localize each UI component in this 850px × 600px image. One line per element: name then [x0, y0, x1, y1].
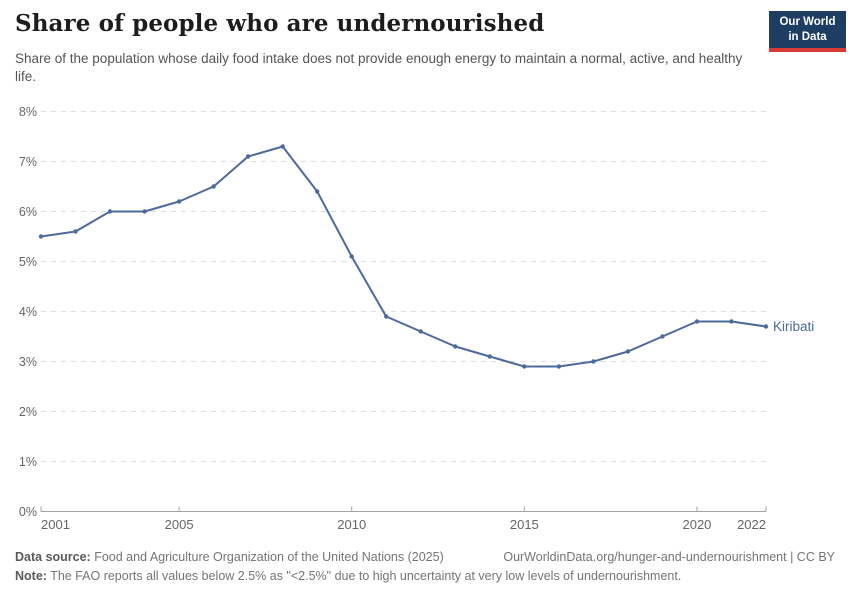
data-point[interactable] — [245, 154, 251, 159]
y-axis-tick-label: 7% — [19, 155, 37, 169]
data-point[interactable] — [556, 364, 562, 369]
x-axis-tick-label: 2015 — [510, 517, 539, 532]
data-point[interactable] — [763, 324, 769, 329]
data-point[interactable] — [453, 344, 458, 349]
data-point[interactable] — [107, 209, 113, 214]
logo-line2: in Data — [788, 30, 827, 43]
logo-line1: Our World — [779, 16, 836, 29]
data-point[interactable] — [729, 319, 734, 324]
x-axis-tick-label: 2001 — [41, 517, 70, 532]
data-point[interactable] — [142, 209, 147, 214]
data-point[interactable] — [349, 254, 354, 259]
data-point[interactable] — [73, 229, 78, 234]
y-axis-tick-label: 2% — [19, 405, 37, 419]
data-source: Data source: Food and Agriculture Organi… — [15, 548, 444, 567]
data-point[interactable] — [211, 184, 216, 189]
series-end-label[interactable]: Kiribati — [773, 319, 814, 334]
data-source-value: Food and Agriculture Organization of the… — [94, 550, 444, 564]
data-point[interactable] — [660, 334, 665, 339]
chart-note: Note: The FAO reports all values below 2… — [15, 567, 835, 586]
y-axis-tick-label: 3% — [19, 355, 37, 369]
line-chart: 0% 1% 2% 3% 4% 5% 6% 7% 8% 2001 2005 2010 2015 2020 20… — [19, 105, 814, 532]
data-point[interactable] — [315, 189, 320, 194]
data-point[interactable] — [280, 144, 285, 149]
y-axis-tick-label: 8% — [19, 105, 37, 119]
y-axis-tick-label: 0% — [19, 505, 37, 519]
data-point[interactable] — [384, 314, 389, 319]
data-point[interactable] — [625, 349, 631, 354]
x-axis-tick-label: 2020 — [682, 517, 711, 532]
note-label: Note: — [15, 569, 47, 584]
x-axis-tick-label: 2005 — [165, 517, 194, 532]
page-subtitle: Share of the population whose daily food… — [15, 51, 743, 84]
data-point[interactable] — [694, 319, 700, 324]
owid-logo[interactable]: Our World in Data — [769, 11, 846, 52]
citation-link[interactable]: OurWorldinData.org/hunger-and-undernouri… — [503, 550, 835, 564]
x-axis-tick-label: 2022 — [737, 517, 766, 532]
data-point[interactable] — [176, 199, 182, 204]
data-point[interactable] — [38, 234, 44, 239]
note-text: The FAO reports all values below 2.5% as… — [50, 569, 682, 584]
data-point[interactable] — [522, 364, 527, 369]
chart-footer: Data source: Food and Agriculture Organi… — [15, 548, 835, 587]
data-point[interactable] — [591, 359, 596, 364]
data-point[interactable] — [487, 354, 492, 359]
y-axis-tick-label: 6% — [19, 205, 37, 219]
chart-line — [40, 145, 767, 368]
page-title: Share of people who are undernourished — [15, 10, 545, 37]
x-axis-tick-label: 2010 — [337, 517, 366, 532]
y-axis-tick-label: 5% — [19, 255, 37, 269]
data-point[interactable] — [418, 329, 423, 334]
y-axis-tick-label: 4% — [19, 305, 37, 319]
data-source-label: Data source: — [15, 550, 91, 564]
y-axis-tick-label: 1% — [19, 455, 37, 469]
